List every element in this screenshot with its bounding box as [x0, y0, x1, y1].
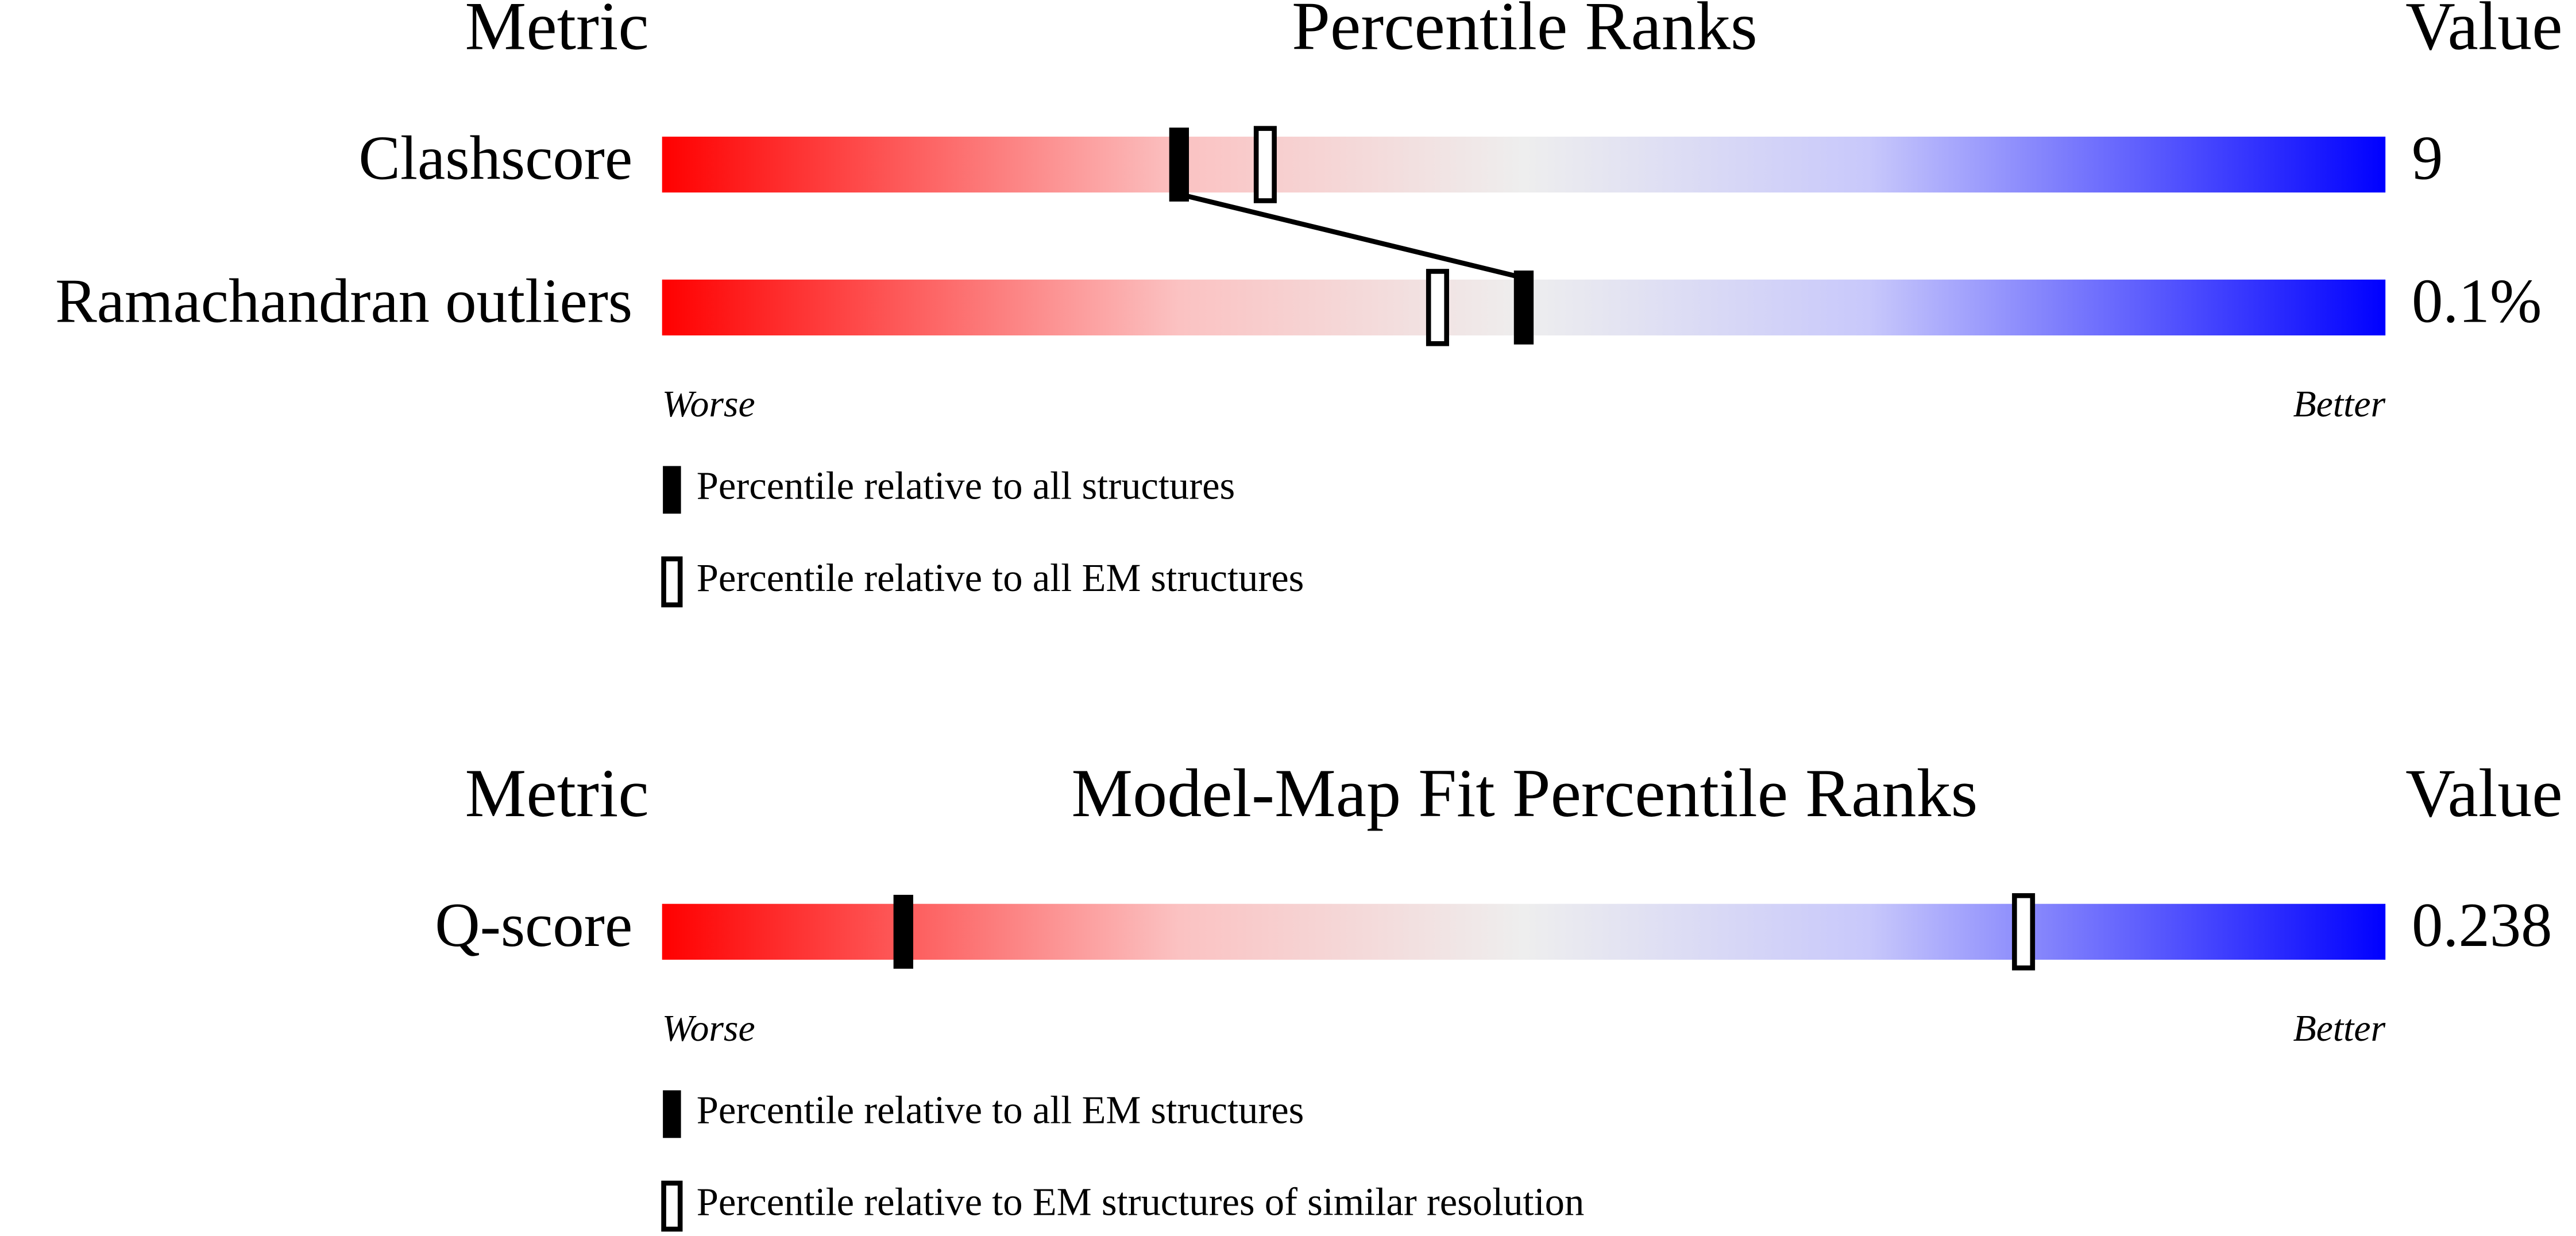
- legend-swatch: [663, 466, 681, 514]
- slider-bar: [662, 903, 2386, 960]
- legend-label: Percentile relative to all EM structures: [697, 556, 1304, 600]
- legend-label: Percentile relative to EM structures of …: [697, 1180, 1585, 1224]
- chart-title: Percentile Ranks: [1292, 0, 1758, 64]
- connector-line: [1178, 191, 1524, 281]
- metric-header: Metric: [465, 755, 649, 831]
- metric-value: 0.238: [2412, 890, 2552, 960]
- metric-value: 9: [2412, 123, 2443, 192]
- marker-filled: [1169, 128, 1189, 202]
- metric-label: Ramachandran outliers: [55, 266, 632, 335]
- metric-header: Metric: [465, 0, 649, 64]
- legend-swatch: [661, 556, 683, 608]
- metric-label: Clashscore: [358, 123, 632, 192]
- legend-swatch: [661, 1180, 683, 1232]
- value-header: Value: [2405, 755, 2563, 831]
- metric-value: 0.1%: [2412, 266, 2542, 335]
- legend-label: Percentile relative to all structures: [697, 464, 1235, 508]
- better-label: Better: [2293, 383, 2385, 425]
- marker-open: [1426, 269, 1449, 346]
- value-header: Value: [2405, 0, 2563, 64]
- legend-label: Percentile relative to all EM structures: [697, 1088, 1304, 1132]
- worse-label: Worse: [662, 383, 755, 425]
- marker-open: [1253, 126, 1277, 203]
- worse-label: Worse: [662, 1007, 755, 1049]
- slider-bar: [662, 136, 2386, 193]
- marker-filled: [893, 894, 913, 969]
- legend-swatch: [663, 1090, 681, 1138]
- metric-label: Q-score: [435, 890, 632, 960]
- marker-filled: [1513, 271, 1534, 345]
- chart-title: Model-Map Fit Percentile Ranks: [1071, 755, 1978, 831]
- better-label: Better: [2293, 1007, 2385, 1049]
- marker-open: [2012, 893, 2036, 971]
